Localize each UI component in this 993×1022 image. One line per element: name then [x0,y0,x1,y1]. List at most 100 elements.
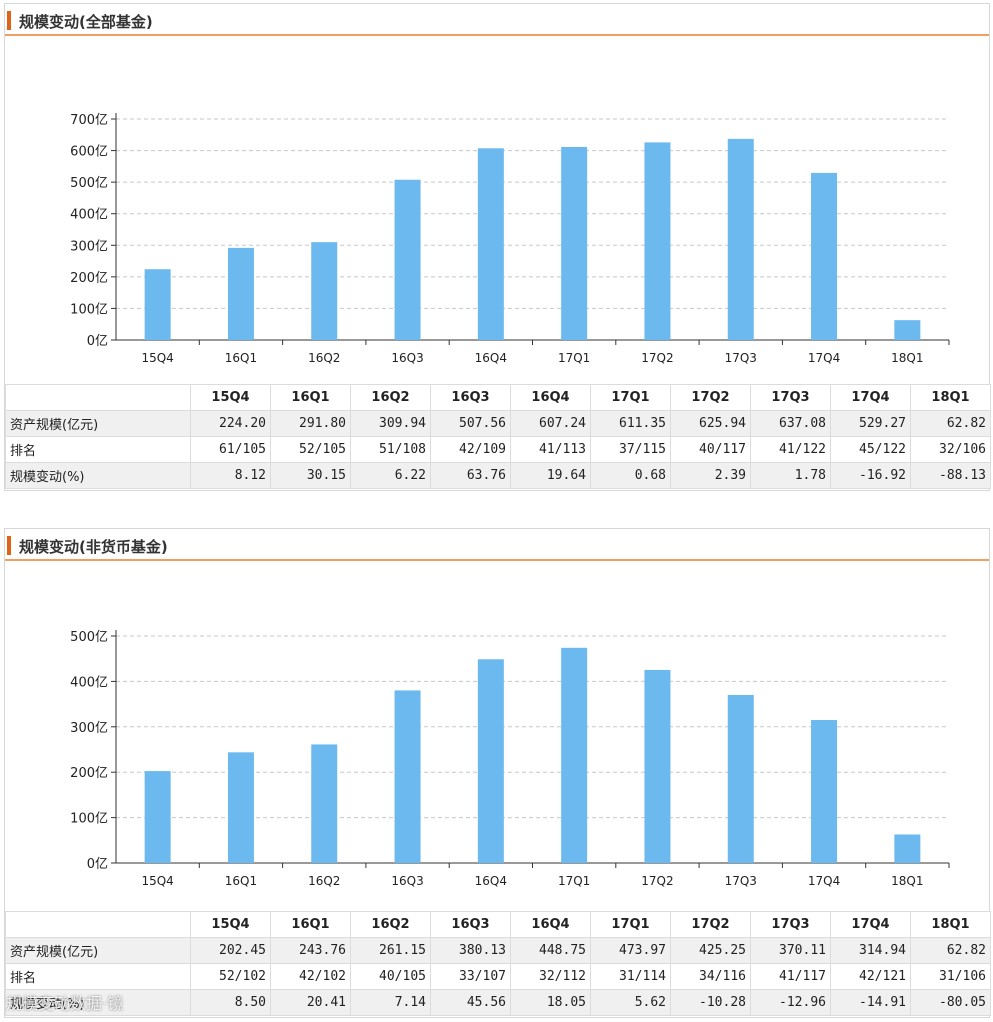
table-cell: 41/122 [750,436,831,463]
table-cell: -16.92 [830,462,911,489]
x-tick-label: 17Q1 [558,874,590,888]
table-row: 规模变动(%) 8.50 20.41 7.14 45.56 18.05 5.62 -10.28… [5,989,991,1016]
header-accent-bar [7,536,11,555]
bar-17Q2 [644,142,671,340]
table-row: 排名 61/105 52/105 51/108 42/109 41/113 37/115 40… [5,436,991,463]
column-header: 16Q3 [430,384,511,411]
data-table-all-funds: 15Q4 16Q1 16Q2 16Q3 16Q4 17Q1 17Q2 17Q3 17Q4 18Q1… [5,384,991,489]
table-cell: 314.94 [830,937,911,964]
table-row: 排名 52/102 42/102 40/105 33/107 32/112 31/114 34… [5,963,991,990]
column-header: 16Q1 [270,384,351,411]
column-header: 17Q1 [590,911,671,938]
table-cell: 41/117 [750,963,831,990]
bar-16Q3 [394,690,421,863]
y-tick-label: 100亿 [70,812,108,827]
table-cell: 62.82 [910,410,991,437]
table-cell: 32/106 [910,436,991,463]
bar-16Q1 [227,247,254,340]
x-tick-label: 16Q4 [475,351,507,365]
table-cell: 63.76 [430,462,511,489]
row-label: 规模变动(%) [5,462,191,489]
x-tick-label: 16Q1 [225,874,257,888]
table-row: 规模变动(%) 8.12 30.15 6.22 63.76 19.64 0.68 2.39 1.… [5,462,991,489]
column-header: 17Q3 [750,911,831,938]
x-tick-label: 17Q3 [725,874,757,888]
table-cell: -88.13 [910,462,991,489]
table-cell: -80.05 [910,989,991,1016]
column-header: 16Q2 [350,384,431,411]
table-cell: 202.45 [190,937,271,964]
table-cell: 19.64 [510,462,591,489]
table-cell: 370.11 [750,937,831,964]
row-label: 排名 [5,963,191,990]
y-tick-label: 700亿 [70,113,108,128]
table-cell: 8.12 [190,462,271,489]
x-tick-label: 16Q1 [225,351,257,365]
column-header: 17Q4 [830,911,911,938]
bar-17Q4 [811,172,838,340]
column-header: 17Q1 [590,384,671,411]
table-cell: -12.96 [750,989,831,1016]
y-tick-label: 300亿 [70,721,108,736]
bar-18Q1 [894,320,921,340]
panel-title: 规模变动(全部基金) [19,13,153,31]
y-tick-label: 500亿 [70,630,108,645]
table-cell: 30.15 [270,462,351,489]
table-cell: 7.14 [350,989,431,1016]
x-tick-label: 18Q1 [891,874,923,888]
table-cell: 20.41 [270,989,351,1016]
table-cell: 52/102 [190,963,271,990]
table-cell: 42/121 [830,963,911,990]
table-cell: 8.50 [190,989,271,1016]
column-header: 17Q3 [750,384,831,411]
bar-chart-all-funds: 0亿 100亿 200亿 300亿 400亿 500亿 600亿 700亿 15Q4 16Q1 16… [70,113,950,365]
column-header: 16Q1 [270,911,351,938]
table-cell: 611.35 [590,410,671,437]
bar-17Q1 [561,647,588,863]
table-cell: 34/116 [670,963,751,990]
bar-16Q1 [227,752,254,863]
table-cell: 291.80 [270,410,351,437]
y-tick-label: 0亿 [87,334,108,349]
x-tick-label: 17Q4 [808,874,840,888]
table-cell: 0.68 [590,462,671,489]
x-tick-label: 16Q3 [391,874,423,888]
column-header: 18Q1 [910,384,991,411]
table-cell: 45/122 [830,436,911,463]
column-header: 17Q4 [830,384,911,411]
y-tick-label: 200亿 [70,271,108,286]
column-header: 15Q4 [190,384,271,411]
scale-change-non-money-funds-panel: 规模变动(非货币基金) 0亿 100亿 200亿 300亿 400亿 500亿 15Q4 16… [4,528,991,1018]
table-cell: 637.08 [750,410,831,437]
table-cell: 45.56 [430,989,511,1016]
column-header: 17Q2 [670,384,751,411]
table-cell: 33/107 [430,963,511,990]
table-cell: 62.82 [910,937,991,964]
bar-15Q4 [144,771,171,863]
bar-16Q4 [477,659,504,863]
x-tick-label: 17Q2 [641,874,673,888]
column-header: 15Q4 [190,911,271,938]
x-tick-label: 17Q1 [558,351,590,365]
y-tick-label: 500亿 [70,176,108,191]
column-header: 16Q2 [350,911,431,938]
table-header-row: 15Q4 16Q1 16Q2 16Q3 16Q4 17Q1 17Q2 17Q3 17Q4 18Q1 [5,911,991,938]
bar-chart-non-money-funds: 0亿 100亿 200亿 300亿 400亿 500亿 15Q4 16Q1 16Q2 16Q3 16… [70,630,950,888]
table-cell: 32/112 [510,963,591,990]
table-cell: 52/105 [270,436,351,463]
table-cell: 1.78 [750,462,831,489]
chart-area: 0亿 100亿 200亿 300亿 400亿 500亿 600亿 700亿 15Q4 16Q1 16… [5,38,989,384]
y-tick-label: 0亿 [87,857,108,872]
bar-15Q4 [144,269,171,340]
table-cell: 42/109 [430,436,511,463]
row-label: 资产规模(亿元) [5,937,191,964]
column-header: 16Q3 [430,911,511,938]
table-cell: 31/114 [590,963,671,990]
data-table-non-money-funds: 15Q4 16Q1 16Q2 16Q3 16Q4 17Q1 17Q2 17Q3 17Q4 18Q1… [5,911,991,1016]
watermark-text: 规模变动数据·镜 [6,994,124,1013]
x-tick-label: 15Q4 [141,874,173,888]
row-label: 排名 [5,436,191,463]
x-tick-label: 17Q2 [641,351,673,365]
table-cell: -10.28 [670,989,751,1016]
table-header-row: 15Q4 16Q1 16Q2 16Q3 16Q4 17Q1 17Q2 17Q3 17Q4 18Q1 [5,384,991,411]
